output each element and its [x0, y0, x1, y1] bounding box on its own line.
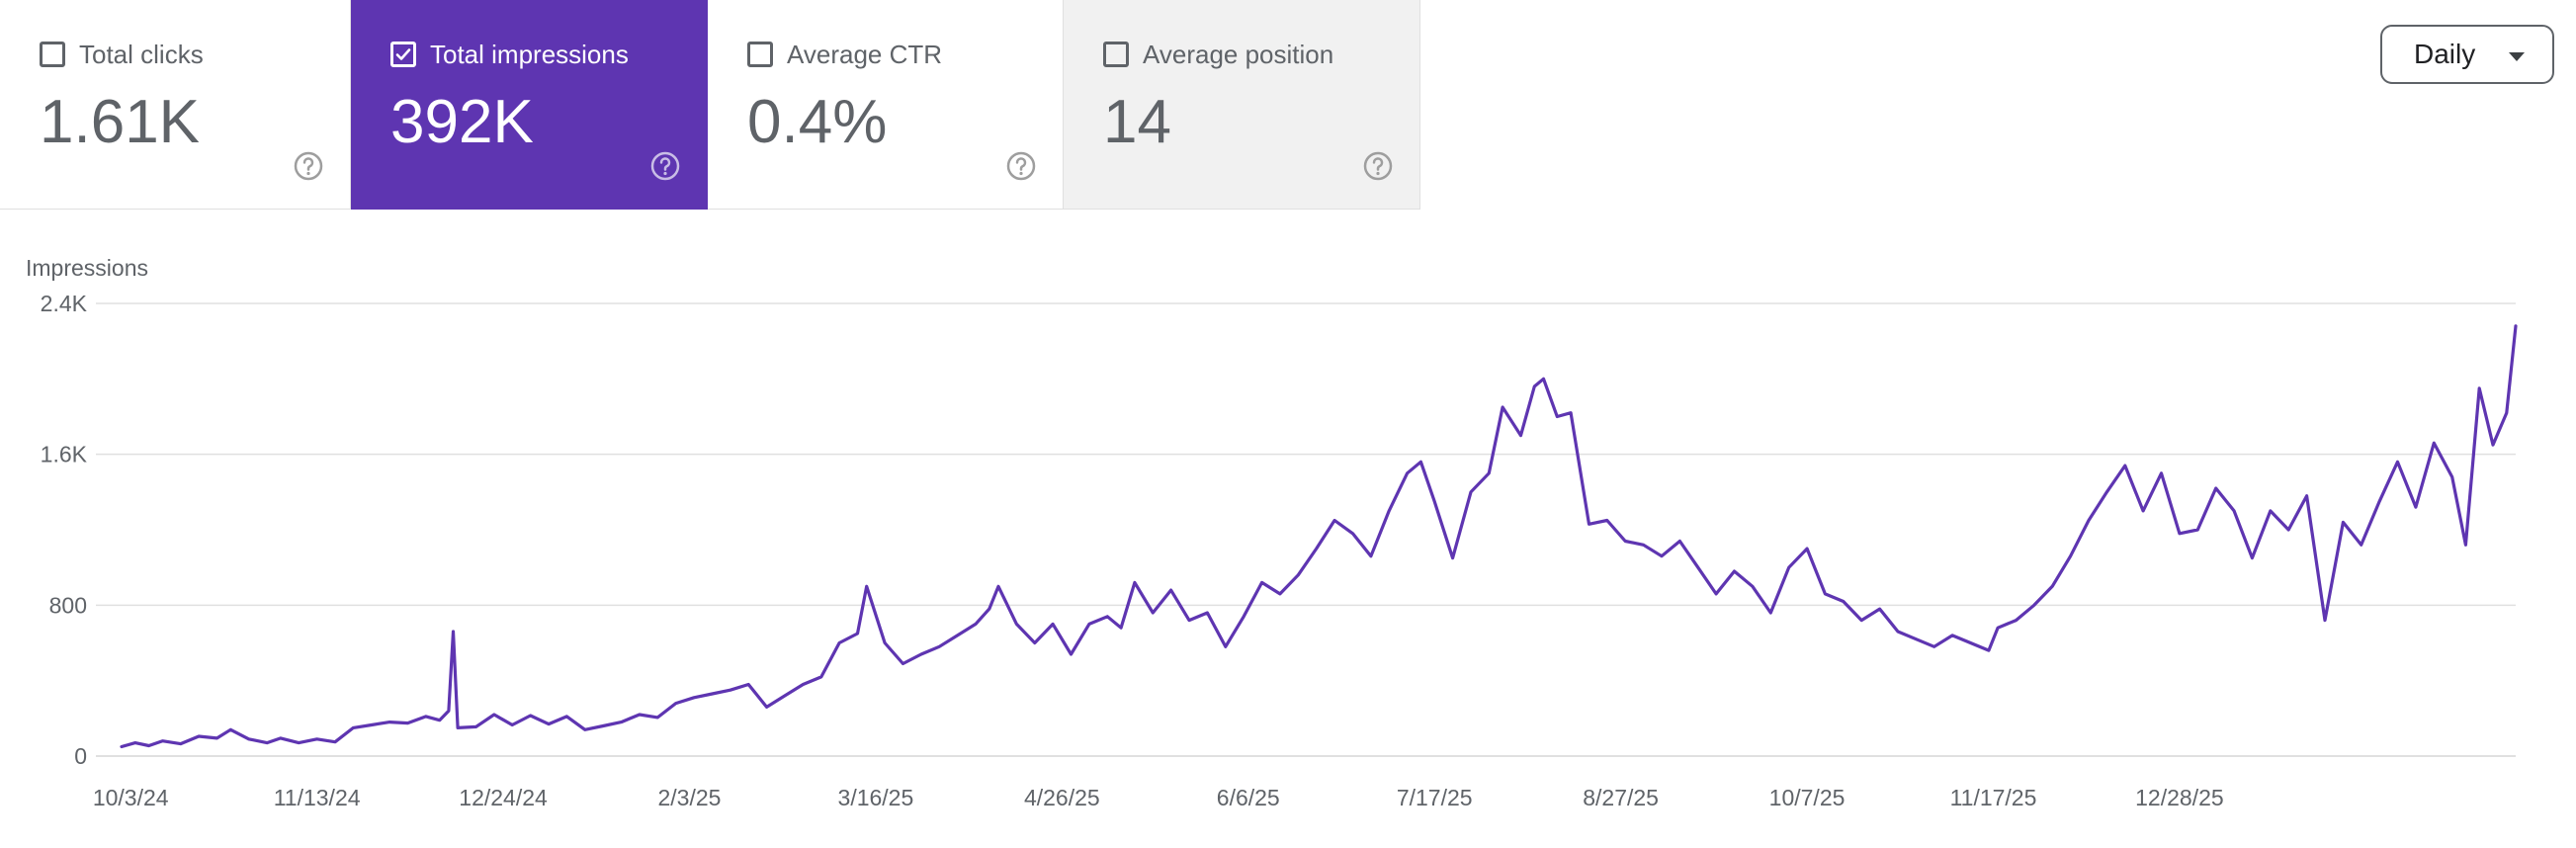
x-tick-label: 8/27/25	[1583, 785, 1659, 810]
dropdown-arrow-icon	[2509, 52, 2525, 61]
x-tick-label: 10/7/25	[1769, 785, 1846, 810]
metric-label: Total impressions	[430, 40, 629, 69]
checkmark-icon	[395, 48, 411, 60]
y-axis-title: Impressions	[26, 255, 148, 281]
checkbox-total-impressions[interactable]	[390, 42, 416, 67]
y-tick-label: 0	[74, 743, 87, 769]
metric-value: 1.61K	[40, 88, 201, 156]
series-line-impressions	[120, 324, 2518, 749]
x-tick-label: 10/3/24	[93, 785, 169, 810]
x-tick-label: 7/17/25	[1397, 785, 1473, 810]
metric-cards: Total clicks 1.61K Total impressions 392…	[0, 0, 1420, 210]
metric-value: 0.4%	[747, 88, 888, 156]
checkbox-average-position[interactable]	[1103, 42, 1129, 67]
y-tick-label: 1.6K	[41, 442, 88, 467]
x-tick-label: 2/3/25	[658, 785, 722, 810]
metric-card-total-impressions[interactable]: Total impressions 392K	[351, 0, 708, 210]
metric-label: Average position	[1143, 40, 1334, 69]
metric-card-total-clicks[interactable]: Total clicks 1.61K	[0, 0, 351, 210]
x-tick-label: 11/13/24	[274, 785, 361, 810]
help-circle-icon[interactable]	[293, 150, 324, 182]
metric-header: Average position	[1103, 40, 1333, 69]
help-circle-icon[interactable]	[1005, 150, 1037, 182]
checkbox-average-ctr[interactable]	[747, 42, 773, 67]
x-tick-label: 12/24/24	[459, 785, 548, 810]
metric-header: Total impressions	[390, 40, 629, 69]
y-tick-label: 800	[49, 592, 87, 618]
x-tick-label: 11/17/25	[1950, 785, 2037, 810]
range-dropdown-button[interactable]: Daily	[2380, 25, 2554, 84]
metric-card-average-position[interactable]: Average position 14	[1064, 0, 1420, 210]
x-tick-label: 3/16/25	[838, 785, 914, 810]
help-circle-icon[interactable]	[649, 150, 681, 182]
metric-label: Average CTR	[787, 40, 943, 69]
checkbox-total-clicks[interactable]	[40, 42, 65, 67]
metric-header: Total clicks	[40, 40, 204, 69]
y-tick-label: 2.4K	[41, 291, 88, 316]
metric-card-average-ctr[interactable]: Average CTR 0.4%	[708, 0, 1064, 210]
x-tick-label: 4/26/25	[1024, 785, 1100, 810]
help-circle-icon[interactable]	[1362, 150, 1394, 182]
metric-label: Total clicks	[79, 40, 204, 69]
range-dropdown-label: Daily	[2414, 39, 2476, 69]
metric-header: Average CTR	[747, 40, 942, 69]
metric-value: 392K	[390, 88, 534, 156]
metric-value: 14	[1103, 88, 1171, 156]
x-tick-label: 12/28/25	[2135, 785, 2224, 810]
x-tick-label: 6/6/25	[1217, 785, 1280, 810]
